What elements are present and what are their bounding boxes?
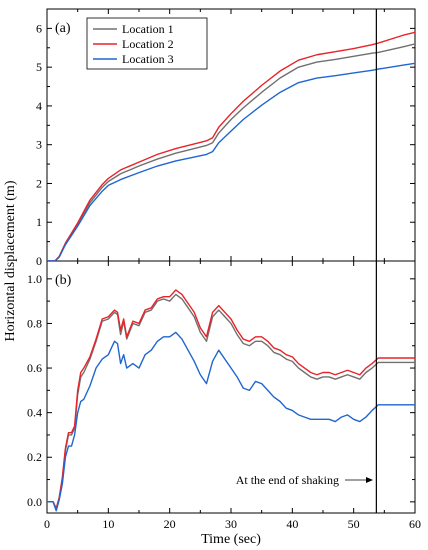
x-axis-ticks: 0 10 20 30 40 50 60 [44,9,421,531]
panel-a-label: (a) [55,21,71,36]
panel-b-series-location-2 [47,289,415,510]
x-tick-label: 50 [348,517,360,531]
x-tick-label: 30 [225,517,237,531]
y-axis-title: Horizontal displacement (m) [3,180,18,341]
legend-label-location-1: Location 1 [122,22,174,36]
y-tick-label: 4 [36,99,42,113]
x-tick-label: 10 [102,517,114,531]
y-tick-label: 0.0 [27,495,42,509]
end-of-shaking-annotation: At the end of shaking [236,473,339,487]
y-tick-label: 0.8 [27,316,42,330]
panel-a-series-location-1 [47,43,415,261]
panel-b-series [47,289,415,512]
annotation-arrowhead [366,477,373,483]
x-tick-label: 40 [286,517,298,531]
panel-b-label: (b) [55,273,72,288]
y-tick-label: 1.0 [27,272,42,286]
y-tick-label: 3 [36,138,42,152]
y-tick-label: 0.2 [27,450,42,464]
panel-a-y-ticks: 0 1 2 3 4 5 6 [36,21,415,268]
y-tick-label: 0.4 [27,406,42,420]
panel-b-frame [46,260,416,514]
legend-label-location-2: Location 2 [122,37,174,51]
y-tick-label: 0.6 [27,361,42,375]
y-tick-label: 5 [36,60,42,74]
legend: Location 1 Location 2 Location 3 [86,17,208,70]
panel-a-series-location-2 [47,31,415,261]
panel-a-series-location-3 [47,62,415,261]
panel-b-series-location-3 [47,331,415,512]
y-tick-label: 2 [36,176,42,190]
x-tick-label: 60 [409,517,421,531]
x-tick-label: 20 [164,517,176,531]
y-tick-label: 1 [36,215,42,229]
panel-b-series-location-1 [47,293,415,510]
x-tick-label: 0 [44,517,50,531]
x-axis-title: Time (sec) [201,532,261,547]
legend-label-location-3: Location 3 [122,52,174,66]
y-tick-label: 0 [36,254,42,268]
y-tick-label: 6 [36,21,42,35]
panel-b-y-ticks: 0.0 0.2 0.4 0.6 0.8 1.0 [27,272,415,509]
panel-a-series [47,31,415,261]
